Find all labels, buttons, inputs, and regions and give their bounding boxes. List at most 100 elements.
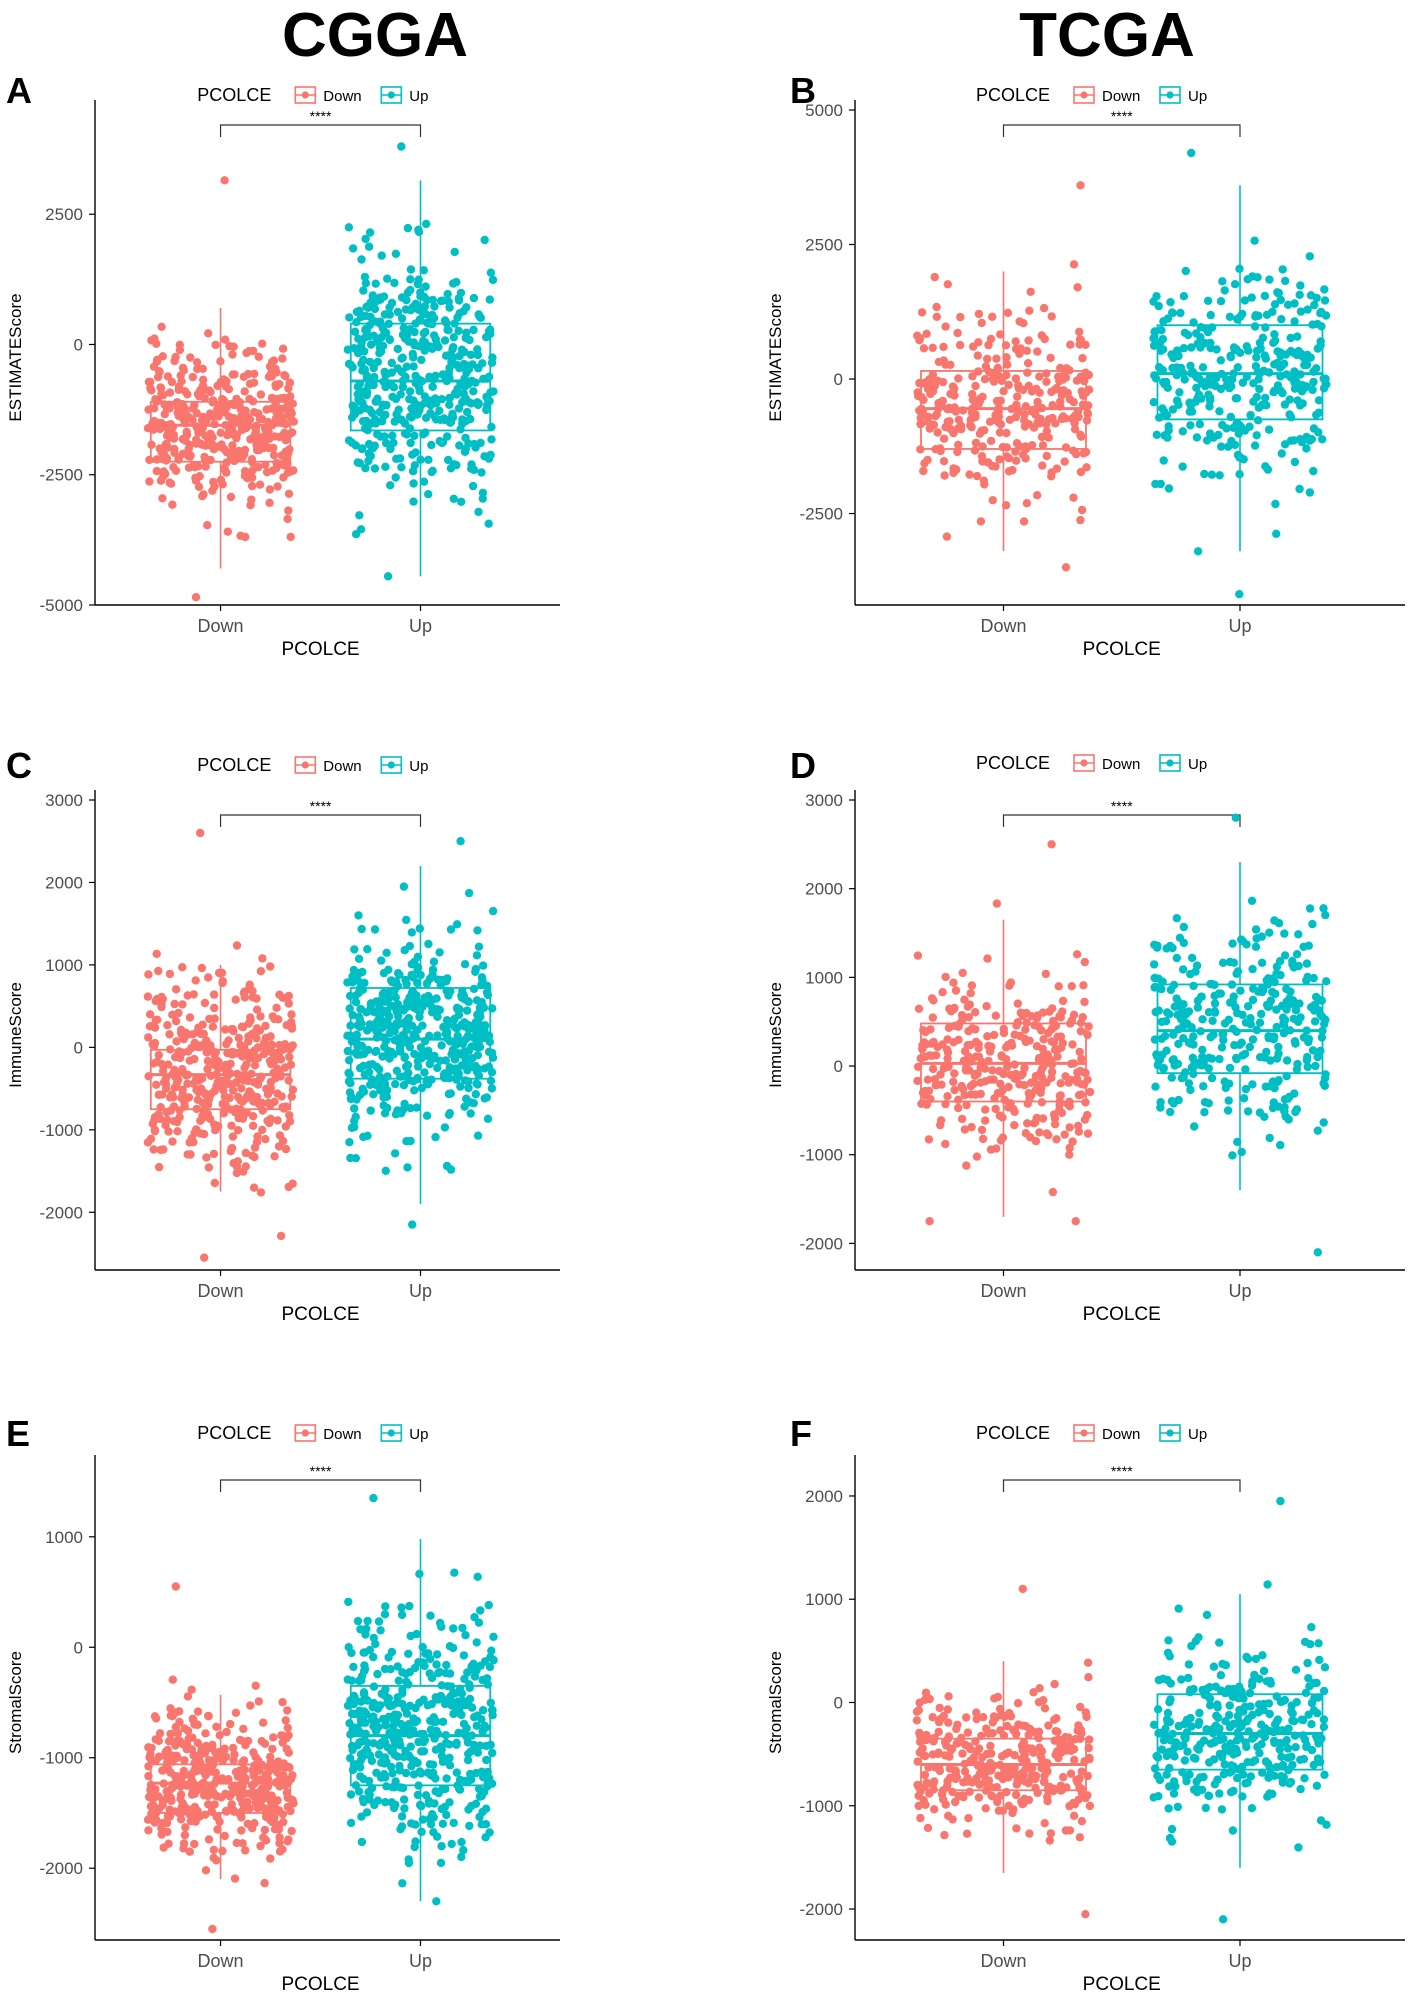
- data-point-up: [369, 1739, 378, 1748]
- data-point-up: [401, 1669, 411, 1679]
- data-point-down: [1031, 1136, 1041, 1146]
- data-point-up: [1290, 299, 1299, 308]
- data-point-down: [991, 415, 1000, 425]
- data-point-up: [397, 314, 407, 323]
- data-point-down: [165, 1030, 174, 1039]
- data-point-up: [413, 410, 422, 419]
- data-point-up: [1217, 442, 1226, 451]
- data-point-up: [469, 984, 479, 994]
- data-point-down: [991, 1011, 1000, 1020]
- data-point-up: [487, 1084, 497, 1093]
- data-point-down: [228, 1743, 238, 1753]
- data-point-down: [193, 1707, 203, 1716]
- y-tick-label: 0: [834, 1057, 843, 1076]
- data-point-up: [438, 1819, 448, 1829]
- significance-bracket: [219, 814, 422, 827]
- data-point-up: [1248, 964, 1257, 974]
- data-point-down: [1025, 1829, 1034, 1838]
- data-point-up: [1294, 961, 1303, 971]
- data-point-up: [1200, 469, 1209, 479]
- data-point-up: [353, 1021, 362, 1030]
- data-point-up: [1250, 322, 1260, 331]
- data-point-up: [474, 507, 483, 517]
- data-point-up: [1282, 1736, 1291, 1745]
- data-point-down: [1057, 414, 1067, 424]
- data-point-down: [231, 1708, 241, 1718]
- data-point-down: [1047, 1037, 1056, 1046]
- data-point-up: [1312, 364, 1321, 373]
- data-point-up: [1198, 363, 1208, 372]
- data-point-down: [252, 1005, 262, 1014]
- data-point-up: [1157, 326, 1166, 335]
- data-point-up: [1293, 379, 1302, 388]
- data-point-up: [1241, 1084, 1251, 1094]
- data-point-down: [161, 1121, 170, 1130]
- data-point-down: [200, 1764, 210, 1774]
- data-point-up: [365, 1790, 374, 1800]
- data-point-up: [1260, 1724, 1270, 1733]
- data-point-up: [1254, 1708, 1263, 1717]
- x-axis-label: PCOLCE: [281, 1304, 359, 1325]
- data-point-up: [1260, 351, 1269, 360]
- data-point-up: [350, 945, 359, 954]
- data-point-down: [196, 828, 205, 838]
- data-point-up: [353, 1616, 363, 1626]
- data-point-up: [1251, 925, 1261, 934]
- data-point-up: [399, 1006, 408, 1015]
- data-point-up: [1167, 1097, 1177, 1106]
- data-point-up: [355, 1014, 364, 1024]
- data-point-up: [1256, 344, 1265, 353]
- data-point-down: [1059, 1772, 1068, 1782]
- data-point-down: [183, 1030, 192, 1039]
- data-point-down: [145, 1753, 154, 1762]
- data-point-up: [373, 430, 382, 439]
- data-point-up: [1176, 308, 1185, 318]
- data-point-up: [1245, 1042, 1255, 1052]
- data-point-down: [994, 1806, 1004, 1815]
- data-point-down: [920, 1086, 930, 1096]
- data-point-down: [163, 1812, 173, 1821]
- data-point-down: [951, 1766, 960, 1775]
- data-point-down: [980, 1777, 990, 1787]
- data-point-down: [264, 372, 274, 381]
- points: [143, 828, 498, 1262]
- data-point-up: [1237, 1147, 1246, 1157]
- data-point-up: [1319, 1686, 1329, 1696]
- data-point-down: [989, 1030, 999, 1040]
- y-tick-label: -2500: [40, 466, 83, 485]
- data-point-up: [464, 997, 473, 1006]
- data-point-down: [1061, 373, 1071, 382]
- data-point-up: [1262, 1047, 1271, 1057]
- data-point-up: [398, 1031, 407, 1040]
- data-point-up: [1248, 272, 1257, 281]
- data-point-up: [1165, 1698, 1174, 1707]
- data-point-up: [1230, 345, 1240, 355]
- data-point-down: [153, 1015, 162, 1024]
- data-point-down: [208, 1022, 218, 1031]
- data-point-up: [466, 414, 475, 424]
- significance-bracket: [1002, 814, 1241, 827]
- data-point-down: [947, 1744, 957, 1753]
- data-point-down: [248, 1121, 258, 1131]
- data-point-down: [992, 1144, 1001, 1153]
- box-up: [1156, 1594, 1324, 1868]
- data-point-up: [485, 1662, 495, 1672]
- data-point-down: [173, 1127, 182, 1136]
- data-point-up: [1157, 984, 1166, 994]
- data-point-down: [258, 339, 267, 348]
- data-point-up: [472, 951, 482, 960]
- data-point-up: [410, 1049, 419, 1059]
- data-point-up: [417, 355, 426, 365]
- data-point-down: [1035, 1128, 1044, 1137]
- data-point-up: [1268, 307, 1277, 316]
- data-point-down: [213, 1825, 222, 1834]
- data-point-up: [394, 1676, 403, 1685]
- data-point-up: [370, 372, 379, 382]
- data-point-up: [1295, 999, 1304, 1008]
- data-point-up: [1178, 427, 1188, 436]
- data-point-up: [1243, 1714, 1253, 1723]
- data-point-down: [1029, 1688, 1038, 1697]
- data-point-up: [362, 390, 371, 400]
- data-point-down: [153, 372, 163, 382]
- data-point-up: [397, 1019, 406, 1028]
